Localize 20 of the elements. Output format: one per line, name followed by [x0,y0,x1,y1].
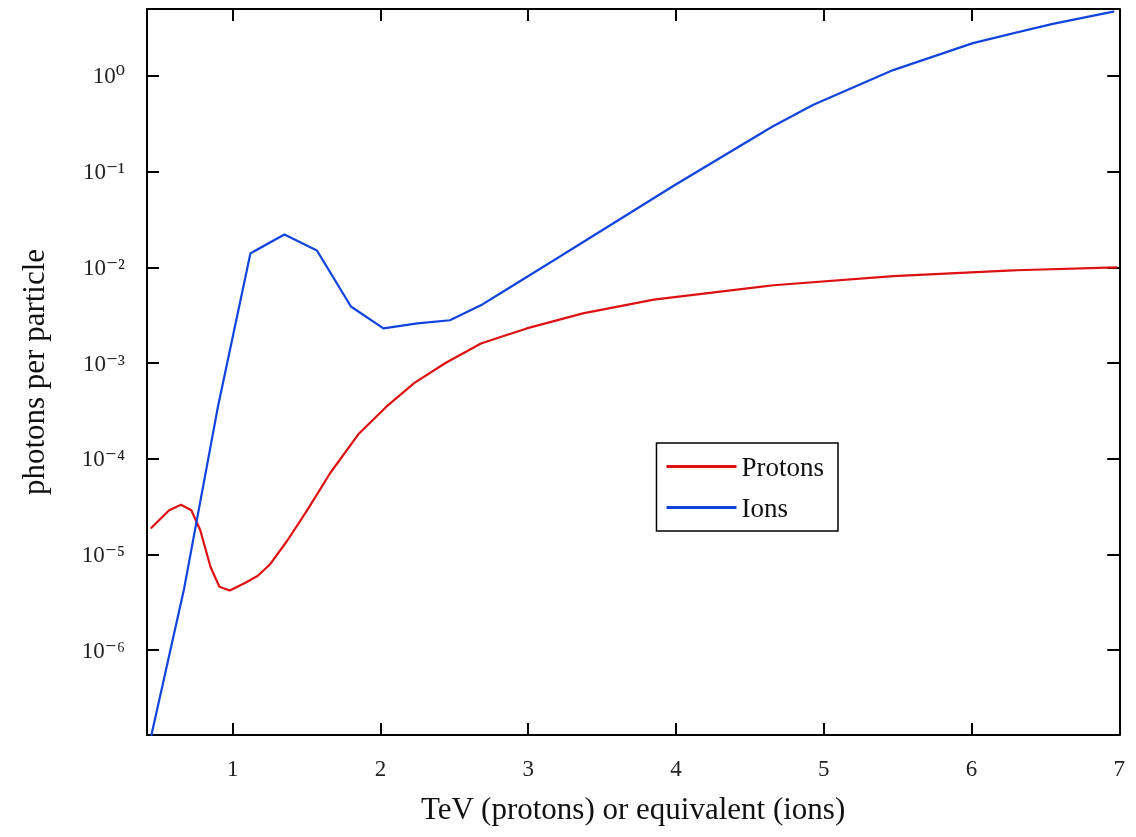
line-series [150,266,1118,592]
y-tick-label: 10⁻⁶ [81,637,125,663]
y-tick-label: 10⁻⁴ [81,446,125,472]
line-series [150,10,1115,737]
y-tick-label: 10⁻⁵ [81,541,125,567]
y-tick-label: 10⁰ [92,63,125,89]
x-tick-label: 3 [522,756,534,781]
legend-label: Ions [741,492,788,523]
x-tick-label: 2 [374,756,387,781]
x-tick-label: 4 [670,756,683,781]
y-tick-label: 10⁻¹ [82,159,126,185]
x-tick-label: 7 [1113,756,1125,781]
x-tick-label: 5 [817,756,830,781]
legend-label: Protons [741,451,825,482]
x-axis-title: TeV (protons) or equivalent (ions) [420,791,846,826]
y-axis-title: photons per particle [16,248,51,496]
y-tick-label: 10⁻³ [82,350,126,376]
x-tick-label: 1 [226,756,239,781]
x-tick-label: 6 [965,756,978,781]
y-tick-label: 10⁻² [82,254,126,280]
